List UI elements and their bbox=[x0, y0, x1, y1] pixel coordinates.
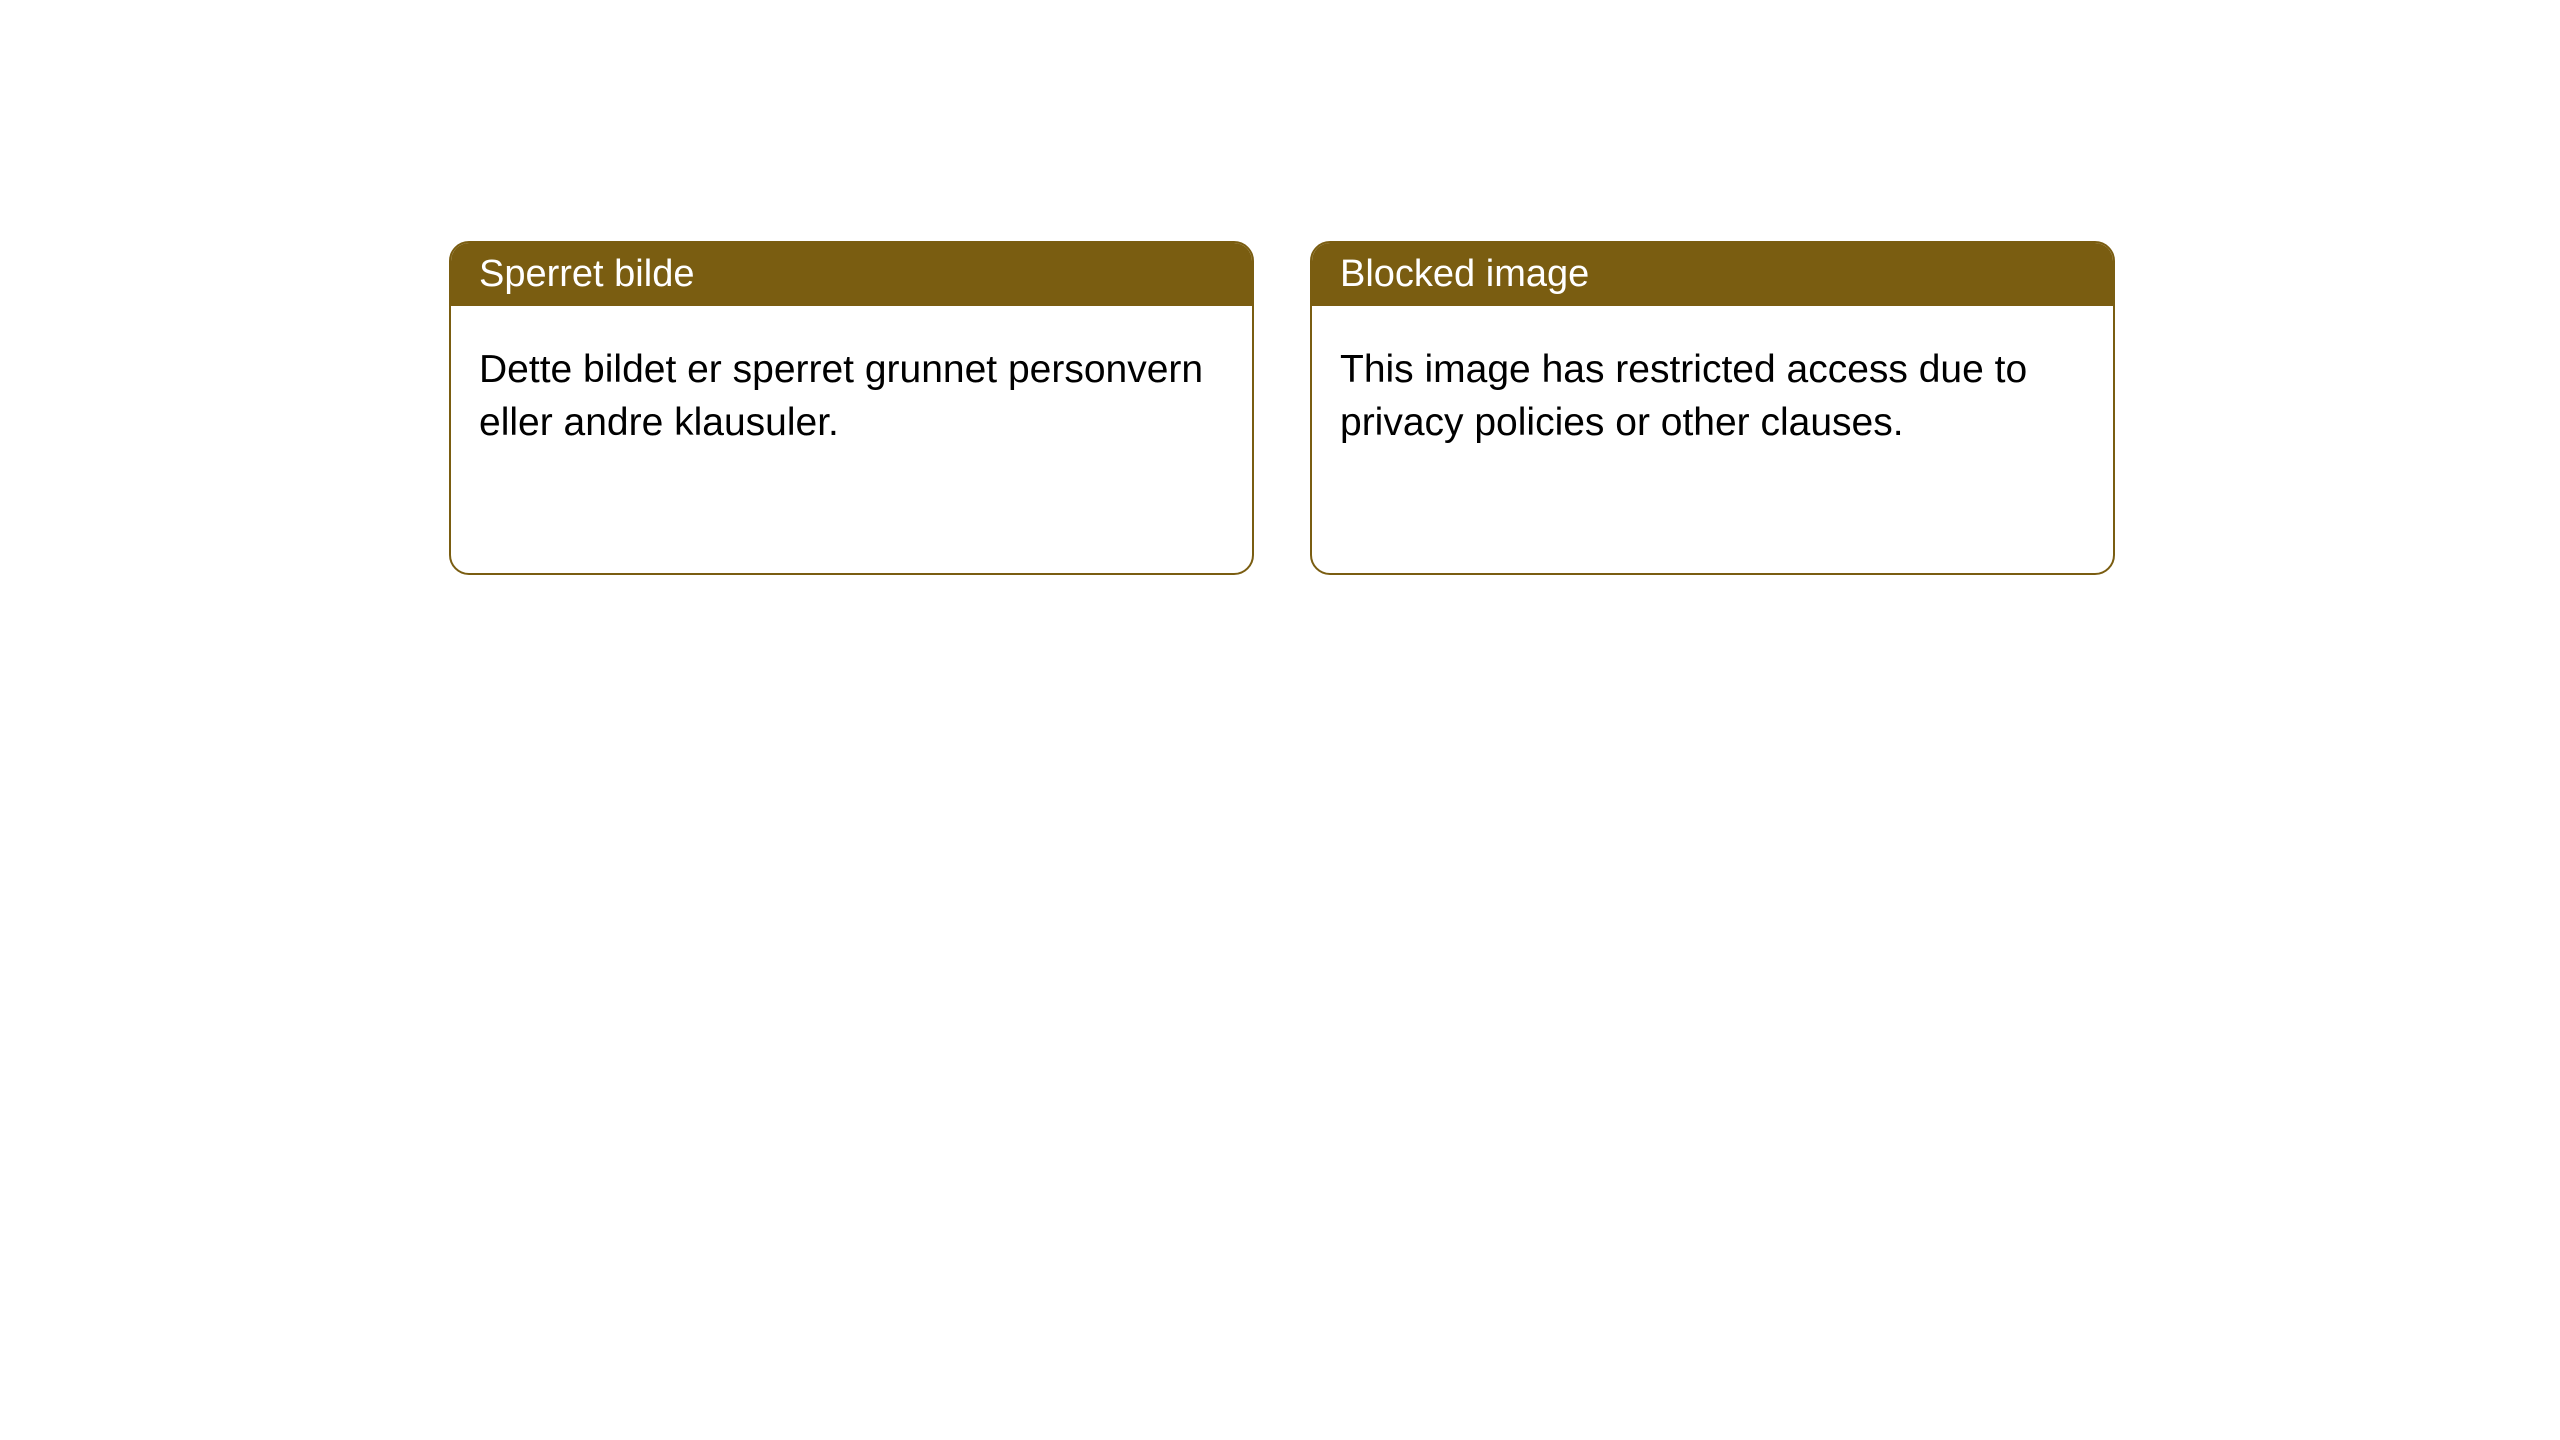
notice-card-norwegian: Sperret bilde Dette bildet er sperret gr… bbox=[449, 241, 1254, 575]
notice-header: Blocked image bbox=[1312, 243, 2113, 306]
notice-text: Dette bildet er sperret grunnet personve… bbox=[479, 348, 1203, 444]
notice-container: Sperret bilde Dette bildet er sperret gr… bbox=[449, 241, 2115, 575]
notice-text: This image has restricted access due to … bbox=[1340, 348, 2027, 444]
notice-card-english: Blocked image This image has restricted … bbox=[1310, 241, 2115, 575]
notice-header: Sperret bilde bbox=[451, 243, 1252, 306]
notice-title: Sperret bilde bbox=[479, 253, 694, 295]
notice-title: Blocked image bbox=[1340, 253, 1589, 295]
notice-body: This image has restricted access due to … bbox=[1312, 306, 2113, 487]
notice-body: Dette bildet er sperret grunnet personve… bbox=[451, 306, 1252, 487]
